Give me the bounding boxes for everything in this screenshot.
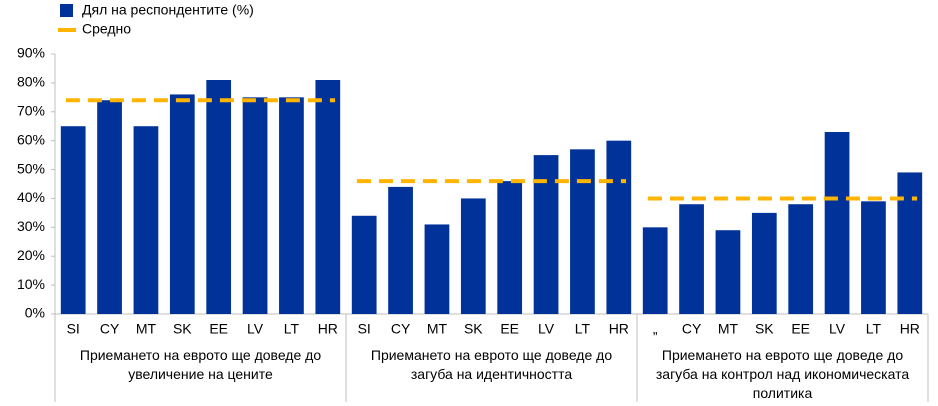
- group-label: Приемането на еврото ще доведе до загуба…: [370, 347, 613, 382]
- x-tick-label: CY: [682, 321, 702, 337]
- legend-label: Средно: [82, 21, 131, 37]
- x-tick-label: SI: [67, 321, 80, 337]
- x-tick-label: SK: [464, 321, 483, 337]
- legend-swatch: [60, 4, 73, 17]
- bar: [169, 94, 195, 314]
- bar: [351, 215, 377, 314]
- x-tick-label: HR: [900, 321, 920, 337]
- x-tick-label: SK: [173, 321, 192, 337]
- group-label: Приемането на еврото ще доведе до увелич…: [79, 347, 322, 382]
- y-tick-label: 90%: [17, 45, 45, 61]
- bar: [60, 126, 86, 314]
- bar: [861, 201, 886, 314]
- bar: [206, 80, 232, 314]
- bar: [424, 224, 450, 314]
- x-tick-label: MT: [718, 321, 739, 337]
- x-tick-label: SI: [358, 321, 371, 337]
- x-tick-label: LV: [247, 321, 264, 337]
- x-tick-label: MT: [136, 321, 157, 337]
- bar: [824, 132, 850, 314]
- x-tick-label: SK: [755, 321, 774, 337]
- bar: [715, 230, 741, 314]
- x-tick-label: EE: [500, 321, 519, 337]
- bar: [315, 80, 341, 314]
- legend-label: Дял на респондентите (%): [82, 2, 254, 18]
- y-tick-label: 30%: [17, 218, 45, 234]
- bar: [679, 204, 704, 314]
- x-tick-label: CY: [100, 321, 120, 337]
- x-tick-label: EE: [791, 321, 810, 337]
- x-tick-label: LV: [538, 321, 555, 337]
- x-tick-label: LT: [284, 321, 300, 337]
- bar: [133, 126, 159, 314]
- group-label: Приемането на еврото ще доведе до загуба…: [655, 347, 910, 401]
- y-tick-label: 80%: [17, 74, 45, 90]
- x-tick-label: LT: [575, 321, 591, 337]
- bar: [388, 186, 413, 314]
- x-tick-label: „: [653, 321, 658, 337]
- bar: [897, 172, 923, 314]
- x-tick-label: HR: [318, 321, 338, 337]
- bar: [570, 149, 595, 314]
- bar: [751, 212, 777, 314]
- x-tick-label: HR: [609, 321, 629, 337]
- x-tick-label: CY: [391, 321, 411, 337]
- y-tick-label: 40%: [17, 189, 45, 205]
- bar: [460, 198, 486, 314]
- x-tick-label: EE: [209, 321, 228, 337]
- y-tick-label: 70%: [17, 102, 45, 118]
- y-tick-label: 0%: [25, 305, 45, 321]
- bar: [788, 204, 814, 314]
- y-tick-label: 50%: [17, 160, 45, 176]
- bar: [606, 140, 632, 314]
- y-tick-label: 60%: [17, 131, 45, 147]
- bar: [497, 181, 523, 314]
- bar: [642, 227, 668, 314]
- bar: [242, 97, 268, 314]
- x-tick-label: LT: [866, 321, 882, 337]
- x-tick-label: LV: [829, 321, 846, 337]
- bar: [533, 155, 559, 314]
- bar: [97, 100, 122, 314]
- y-tick-label: 20%: [17, 247, 45, 263]
- x-tick-label: MT: [427, 321, 448, 337]
- bar: [279, 97, 304, 314]
- y-tick-label: 10%: [17, 276, 45, 292]
